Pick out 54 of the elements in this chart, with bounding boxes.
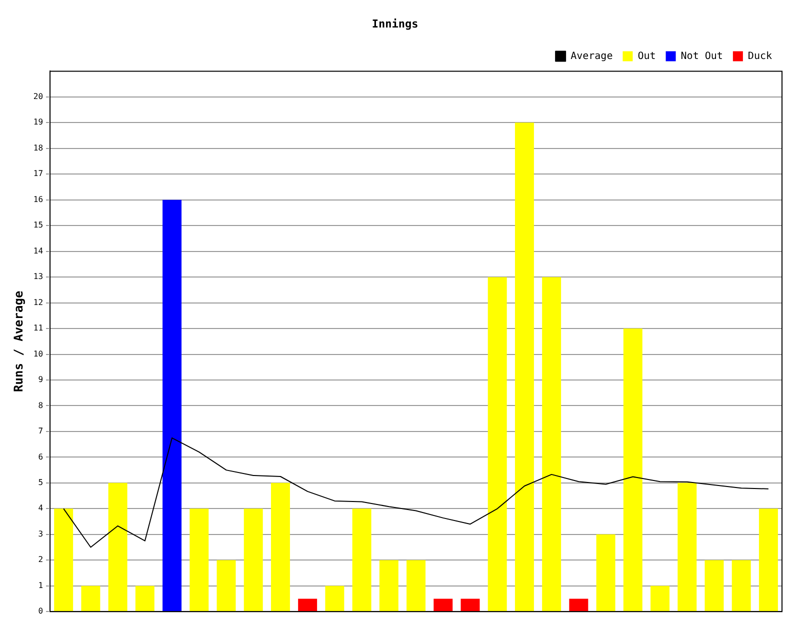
y-tick-label: 16 [33, 194, 44, 204]
y-tick-label: 5 [38, 478, 44, 488]
y-tick-label: 13 [33, 272, 44, 282]
bar [108, 482, 128, 612]
bar [216, 560, 236, 612]
y-tick-label: 15 [33, 220, 44, 230]
y-tick-label: 1 [38, 580, 44, 590]
y-tick-label: 4 [38, 504, 44, 513]
bar [542, 277, 562, 612]
bar [298, 598, 318, 612]
y-tick-label: 11 [33, 324, 44, 333]
y-tick-label: 17 [33, 169, 44, 178]
legend-label: Average [570, 50, 613, 62]
y-tick-label: 2 [38, 555, 44, 564]
bar [650, 586, 670, 612]
bar [244, 508, 263, 612]
bar [352, 508, 372, 612]
bar [434, 598, 453, 612]
y-axis-title: Runs / Average [11, 290, 26, 392]
bar [81, 586, 100, 612]
y-tick-label: 7 [38, 426, 44, 436]
chart-title: Innings [372, 17, 418, 30]
legend-label: Duck [748, 50, 772, 62]
y-tick-label: 19 [33, 118, 44, 127]
bar [732, 560, 751, 612]
bar [460, 598, 480, 612]
bar [758, 508, 778, 612]
bar [514, 122, 534, 612]
y-tick-label: 12 [33, 298, 44, 307]
y-tick-label: 10 [33, 349, 44, 358]
bar [596, 534, 616, 612]
bar [54, 508, 74, 612]
y-tick-label: 0 [38, 606, 44, 616]
bar [162, 200, 182, 612]
bar [678, 482, 697, 612]
bar [325, 586, 344, 612]
y-tick-label: 20 [33, 92, 44, 102]
bar [270, 482, 290, 612]
legend-label: Out [638, 50, 656, 62]
y-tick-label: 14 [33, 246, 44, 256]
bar [623, 328, 642, 612]
bar [704, 560, 724, 612]
y-tick-label: 3 [38, 529, 44, 538]
y-tick-label: 8 [38, 400, 44, 410]
bar [406, 560, 426, 612]
y-tick-label: 9 [38, 375, 44, 384]
bar [488, 277, 507, 612]
y-tick-label: 6 [38, 452, 44, 462]
bar [379, 560, 398, 612]
bar [190, 508, 209, 612]
y-tick-label: 18 [33, 143, 44, 152]
bar [135, 586, 154, 612]
legend-label: Not Out [680, 50, 723, 62]
bar [569, 598, 588, 612]
